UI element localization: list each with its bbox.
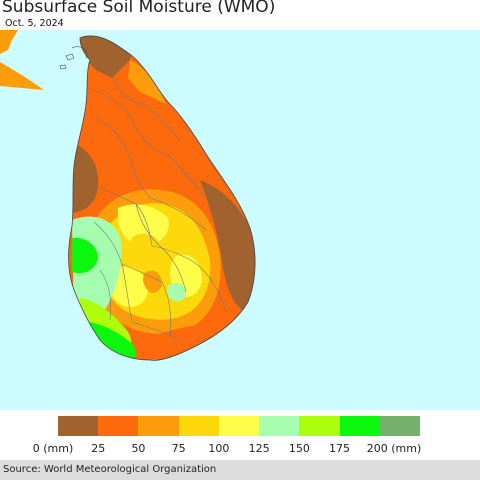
legend-swatch [218, 416, 260, 436]
zone-central-yellow-1 [117, 204, 169, 246]
map-date: Oct. 5, 2024 [5, 18, 64, 29]
zone-east-brown [200, 180, 256, 312]
legend-tick-label: 75 [171, 442, 186, 455]
map-title: Subsurface Soil Moisture (WMO) [2, 0, 276, 17]
legend-tick-label: 125 [248, 442, 270, 455]
legend-swatch [379, 416, 420, 436]
legend-swatch [178, 416, 219, 436]
legend-swatch [259, 416, 300, 436]
district-boundaries [91, 77, 227, 339]
island-small-2 [59, 64, 67, 70]
source-bar: Source: World Meteorological Organizatio… [0, 460, 480, 480]
zone-orange-spot [143, 270, 162, 293]
legend-swatch [299, 416, 340, 436]
zone-central-yellow-2 [109, 266, 149, 307]
legend-tick-label: 100 [208, 442, 230, 455]
legend-swatch [98, 416, 139, 436]
zone-ne-orange [128, 60, 166, 104]
legend-swatch [58, 416, 99, 436]
legend-tick-label: 0 (mm) [32, 442, 74, 455]
legend-tick-label: 50 [131, 442, 146, 455]
island-small-1 [65, 53, 75, 61]
legend-tick-label: 200 (mm) [366, 442, 422, 455]
zone-south-orange [150, 322, 218, 360]
legend-tick-label: 175 [329, 442, 351, 455]
sri-lanka-outline [68, 35, 256, 361]
source-text: Source: World Meteorological Organizatio… [3, 464, 217, 475]
legend-swatch [339, 416, 380, 436]
legend-swatch [138, 416, 179, 436]
legend-tick-label: 25 [91, 442, 106, 455]
india-coast [0, 30, 18, 54]
soil-moisture-map [0, 30, 480, 410]
legend-color-bar [58, 416, 420, 436]
india-coast-strip [0, 62, 44, 90]
zone-west-green [72, 237, 98, 274]
jaffna-lagoon [71, 46, 88, 59]
zone-mint-spot [167, 282, 186, 302]
zone-gold-spot [129, 233, 162, 269]
legend-tick-label: 150 [288, 442, 310, 455]
